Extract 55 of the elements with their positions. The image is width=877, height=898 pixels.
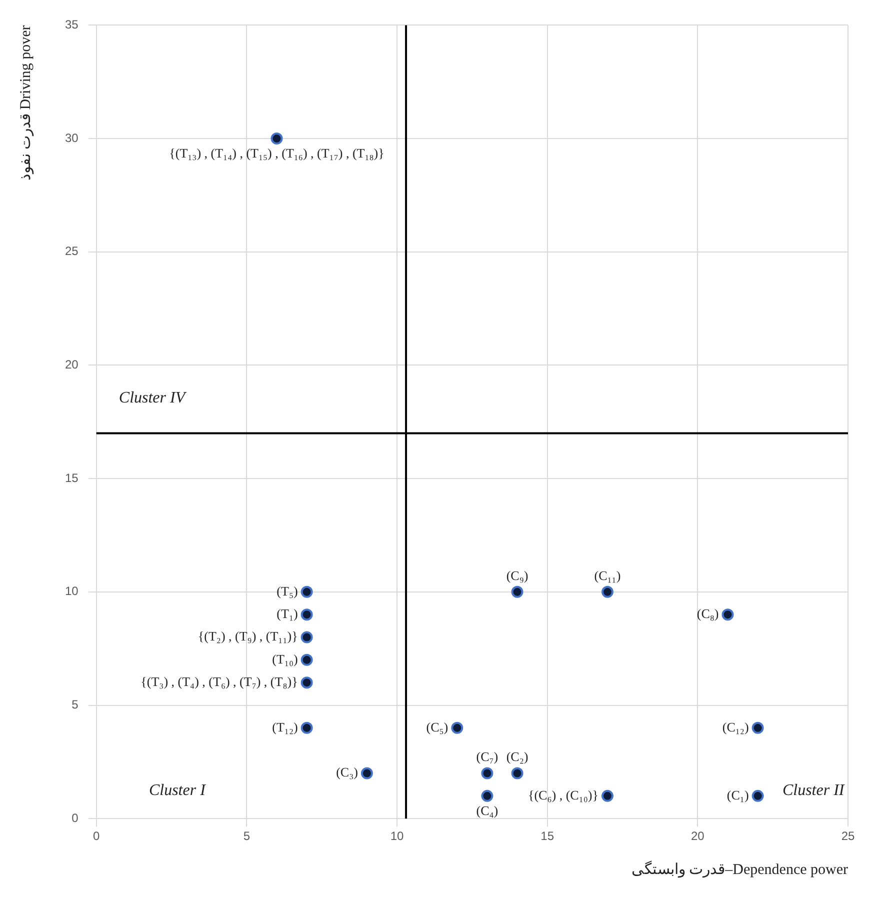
y-tick-label: 5 — [72, 698, 79, 712]
data-label: {(T₁₃) , (T₁₄) , (T₁₅) , (T₁₆) , (T₁₇) , (T₁₈)} — [169, 145, 384, 160]
x-tick-label: 20 — [690, 829, 705, 844]
x-axis-title: قدرت وابستگی–Dependence power — [631, 860, 848, 878]
x-tick-label: 25 — [841, 829, 855, 844]
data-label: (C₅) — [426, 719, 448, 734]
data-label: (C₃) — [336, 764, 358, 780]
point — [300, 654, 313, 666]
data-label: (C₁₁) — [594, 568, 621, 583]
data-label: (C₁) — [726, 787, 749, 802]
point — [722, 608, 734, 621]
data-label: (T₅) — [276, 583, 298, 598]
data-label: {(T₂) , (T₉) , (T₁₁)} — [198, 628, 298, 644]
point — [270, 132, 283, 145]
point — [300, 631, 313, 644]
y-tick-label: 30 — [64, 130, 79, 145]
annotation: Cluster I — [148, 782, 206, 800]
point — [481, 790, 494, 802]
data-label: (T₁) — [276, 606, 298, 622]
x-tick-label: 0 — [93, 829, 100, 844]
data-label: (C₁₂) — [722, 719, 749, 734]
point — [300, 586, 313, 598]
point — [300, 722, 313, 734]
data-label: (T₁₂) — [272, 719, 298, 734]
data-label: (C₉) — [506, 568, 528, 583]
data-label: (C₂) — [506, 749, 528, 764]
y-tick-label: 35 — [64, 18, 79, 32]
point — [360, 767, 373, 780]
data-label: (C₇) — [476, 749, 498, 764]
point — [511, 767, 524, 780]
data-label: (C₈) — [696, 606, 719, 622]
y-tick-label: 20 — [64, 358, 79, 372]
annotation: Cluster II — [782, 782, 845, 800]
y-tick-label: 25 — [64, 244, 79, 258]
y-tick-label: 0 — [72, 810, 79, 825]
y-tick-label: 15 — [64, 470, 79, 485]
x-tick-label: 5 — [243, 829, 250, 844]
y-axis-title: قدرت نفوذ Driving pover — [18, 25, 34, 180]
point — [511, 586, 524, 598]
point — [451, 722, 464, 734]
annotation: Cluster IV — [118, 389, 188, 406]
point — [752, 722, 764, 734]
x-tick-label: 10 — [390, 829, 404, 844]
point — [601, 790, 614, 802]
point — [300, 676, 313, 689]
point — [752, 790, 764, 802]
point — [601, 586, 614, 598]
data-label: (T₁₀) — [272, 651, 298, 666]
data-label: {(C₆) , (C₁₀)} — [528, 787, 598, 802]
x-tick-label: 15 — [540, 829, 554, 844]
data-label: {(T₃) , (T₄) , (T₆) , (T₇) , (T₈)} — [140, 674, 298, 690]
point — [481, 767, 494, 780]
data-label: (C₄) — [476, 802, 498, 818]
y-tick-label: 10 — [64, 584, 79, 598]
point — [300, 608, 313, 621]
